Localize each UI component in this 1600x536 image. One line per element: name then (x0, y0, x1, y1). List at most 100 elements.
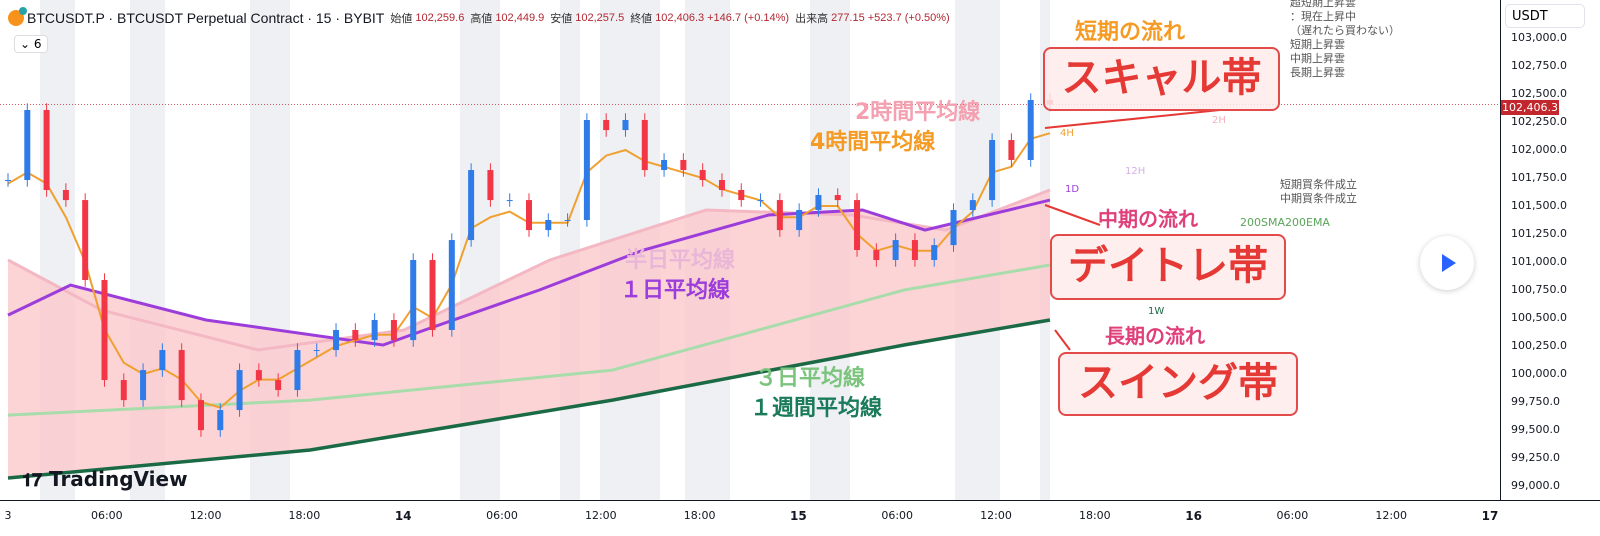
play-button[interactable] (1420, 236, 1474, 290)
candle-body (429, 259, 436, 330)
indicator-count: 6 (33, 37, 42, 51)
candle-body (82, 200, 89, 281)
volume-value: 277.15 (831, 12, 865, 24)
indicators-toggle[interactable]: ⌄ 6 (14, 35, 48, 53)
candle-body (892, 240, 899, 260)
candle-body (468, 170, 475, 241)
candle-body (506, 200, 513, 202)
time-tick: 06:00 (90, 509, 123, 522)
high-label: 高値 (470, 13, 493, 25)
time-tick: 16 (1185, 509, 1202, 523)
line-label-4h: 4H (1060, 128, 1074, 139)
price-tick: 103,000.0 (1511, 31, 1567, 44)
candle-body (603, 119, 610, 131)
candle-body (275, 380, 282, 391)
change-value: +146.7 (+0.14%) (707, 12, 790, 24)
ma3d-label: ３日平均線 (755, 366, 866, 391)
ma200-label: 200SMA200EMA (1240, 216, 1330, 229)
price-tick: 100,000.0 (1511, 367, 1567, 380)
time-tick: 18:00 (288, 509, 321, 522)
price-tick: 99,250.0 (1511, 451, 1560, 464)
price-tick: 101,500.0 (1511, 199, 1567, 212)
line-label-1d: 1D (1065, 184, 1080, 195)
candle-body (854, 200, 861, 251)
symbol-title[interactable]: BTCUSDT.P · BTCUSDT Perpetual Contract ·… (27, 10, 385, 26)
trend-note: 超短期上昇雲 ：現在上昇中 （遅れたら買わない） 短期上昇雲 中期上昇雲 長期上… (1290, 0, 1400, 79)
price-tick: 99,750.0 (1511, 395, 1560, 408)
candle-body (1008, 140, 1015, 160)
line-label-1w: 1W (1148, 306, 1165, 317)
long-flow-label: 長期の流れ (1105, 324, 1205, 348)
price-tick: 100,500.0 (1511, 311, 1567, 324)
price-tick: 102,000.0 (1511, 143, 1567, 156)
candle-body (641, 119, 648, 171)
ma12h-label: 半日平均線 (625, 248, 736, 273)
brand-text: TradingView (49, 467, 188, 491)
time-tick: 12:00 (189, 509, 222, 522)
ma1w-label: １週間平均線 (750, 396, 883, 421)
ma4h-label: 4時間平均線 (810, 130, 936, 155)
candle-body (1027, 100, 1034, 160)
candle-body (43, 110, 50, 190)
mid-flow-label: 中期の流れ (1098, 207, 1198, 231)
candle-body (776, 200, 783, 231)
price-chart[interactable] (0, 0, 1500, 500)
candle-body (120, 380, 127, 401)
candle-body (487, 170, 494, 201)
candle-body (680, 159, 687, 171)
price-tick: 101,000.0 (1511, 255, 1567, 268)
daytrade-box: デイトレ帯 (1050, 234, 1286, 300)
candle-body (101, 280, 108, 381)
price-tick: 102,250.0 (1511, 115, 1567, 128)
candle-body (757, 200, 764, 202)
candle-body (718, 180, 725, 190)
currency-button[interactable]: USDT (1505, 4, 1585, 28)
candle-body (796, 210, 803, 231)
candle-body (140, 370, 147, 401)
candle-body (255, 370, 262, 381)
candle-body (62, 189, 69, 201)
ma-1w-line (7, 318, 1051, 480)
time-tick: 06:00 (1276, 509, 1309, 522)
scalp-box: スキャル帯 (1043, 47, 1280, 111)
swing-box: スイング帯 (1058, 352, 1298, 416)
candle-body (989, 140, 996, 201)
candle-body (178, 350, 185, 401)
candle-body (699, 170, 706, 181)
pointer-line (1054, 329, 1071, 351)
price-tick: 99,500.0 (1511, 423, 1560, 436)
time-tick: 3 (4, 509, 12, 522)
candle-body (622, 119, 629, 131)
time-tick: 18:00 (1078, 509, 1111, 522)
candle-body (931, 245, 938, 260)
candle-body (217, 410, 224, 431)
candle-body (969, 200, 976, 211)
high-value: 102,449.9 (495, 12, 545, 24)
price-tick: 101,750.0 (1511, 171, 1567, 184)
pointer-line (1044, 109, 1221, 129)
price-axis[interactable]: 103,000.0 102,750.0 102,500.0 102,250.0 102,… (1500, 0, 1600, 500)
time-axis[interactable]: 3 06:00 12:00 18:00 14 06:00 12:00 18:00 15 06:00… (0, 500, 1600, 536)
candle-body (545, 220, 552, 231)
candle-body (236, 370, 243, 411)
ma-1d-line (7, 198, 1051, 347)
price-tick: 100,750.0 (1511, 283, 1567, 296)
candle-body (313, 350, 320, 352)
volume-change: +523.7 (+0.50%) (867, 12, 950, 24)
buy-note: 短期買条件成立 中期買条件成立 (1280, 178, 1357, 205)
candle-body (526, 200, 532, 231)
ma1d-label: １日平均線 (620, 278, 731, 303)
symbol-header: BTCUSDT.P · BTCUSDT Perpetual Contract ·… (8, 7, 950, 26)
cloud-band (8, 190, 1050, 478)
candle-body (352, 329, 359, 341)
candle-body (390, 320, 397, 341)
open-value: 102,259.6 (415, 12, 465, 24)
open-label: 始値 (390, 13, 413, 25)
price-tick: 100,250.0 (1511, 339, 1567, 352)
candle-body (950, 210, 957, 246)
candle-body (583, 119, 590, 220)
low-label: 安値 (550, 13, 573, 25)
candle-body (815, 195, 822, 211)
price-tick: 101,250.0 (1511, 227, 1567, 240)
time-tick: 18:00 (683, 509, 716, 522)
